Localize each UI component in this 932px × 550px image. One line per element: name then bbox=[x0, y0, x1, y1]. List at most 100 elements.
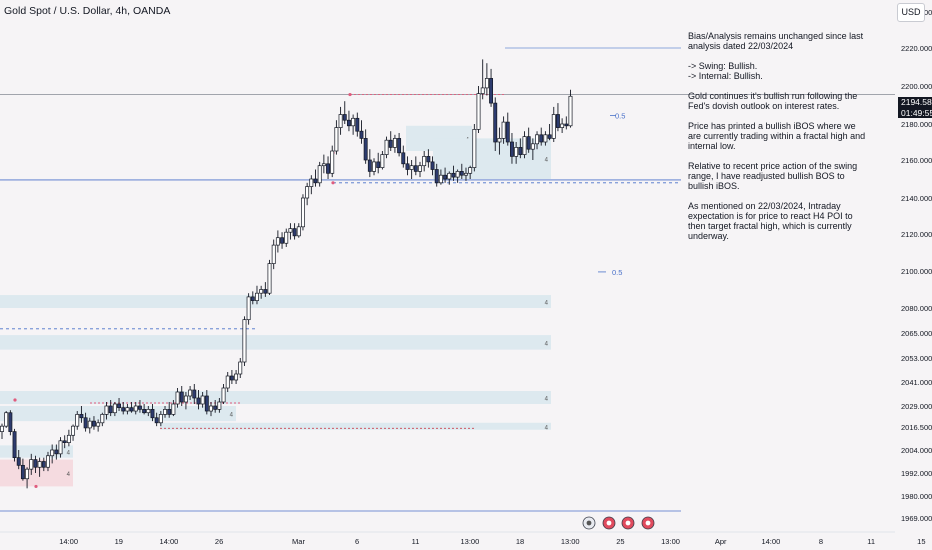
candle bbox=[29, 453, 34, 475]
candle bbox=[543, 131, 548, 146]
candle bbox=[438, 169, 443, 185]
candle-body bbox=[4, 412, 9, 427]
candle-body bbox=[434, 169, 439, 184]
time-axis[interactable]: 14:00 19 14:00 26 Mar 6 11 13:00 18 13:00 25 13:00 A… bbox=[0, 516, 932, 546]
candle-body bbox=[493, 102, 498, 143]
candle-body bbox=[334, 127, 339, 152]
candle-body bbox=[275, 237, 280, 246]
poi-zone bbox=[0, 391, 551, 404]
candle-body bbox=[505, 121, 510, 143]
candle bbox=[459, 163, 464, 179]
candle-body bbox=[401, 152, 406, 165]
candle-body bbox=[543, 134, 548, 143]
bar-countdown: 01:49:55 bbox=[901, 107, 932, 118]
economic-event-icon[interactable] bbox=[602, 516, 616, 530]
candle-body bbox=[121, 407, 126, 412]
candle-body bbox=[568, 95, 573, 127]
candle bbox=[539, 127, 544, 146]
candle-body bbox=[309, 178, 314, 187]
poi-zones: 444444444 bbox=[0, 125, 551, 487]
candle-body bbox=[87, 420, 92, 429]
candle-body bbox=[250, 296, 255, 301]
candle-body bbox=[535, 134, 539, 145]
candle-body bbox=[255, 292, 259, 301]
candle bbox=[434, 163, 439, 187]
candle bbox=[129, 402, 134, 413]
candle-body bbox=[112, 403, 117, 414]
candle bbox=[267, 259, 272, 296]
candle bbox=[4, 411, 9, 428]
candle bbox=[422, 151, 427, 172]
note-fed: Gold continues it's bullish run followin… bbox=[688, 91, 858, 111]
zone-label: 4 bbox=[67, 451, 71, 457]
candle-body bbox=[455, 171, 460, 178]
candle bbox=[296, 223, 301, 238]
economic-event-icon[interactable] bbox=[621, 516, 635, 530]
candle bbox=[158, 411, 163, 427]
candle-body bbox=[376, 161, 381, 168]
candle-body bbox=[372, 161, 376, 172]
event-icon-center bbox=[586, 520, 592, 526]
candle-body bbox=[171, 403, 176, 415]
candle-body bbox=[167, 409, 172, 415]
candle bbox=[455, 169, 460, 183]
event-icon-center bbox=[645, 520, 651, 526]
candle-body bbox=[75, 414, 80, 427]
candle-body bbox=[142, 409, 147, 414]
candle-body bbox=[225, 375, 230, 389]
candle-body bbox=[79, 414, 84, 419]
candle bbox=[234, 370, 239, 384]
candle bbox=[501, 116, 506, 144]
candle bbox=[16, 450, 21, 470]
candle bbox=[372, 158, 376, 176]
candle-body bbox=[0, 425, 4, 432]
candle-body bbox=[92, 420, 96, 427]
time-tick-label: 14:00 bbox=[59, 537, 78, 546]
economic-event-icon[interactable] bbox=[582, 516, 596, 530]
marker-dot bbox=[13, 398, 17, 402]
poi-zone bbox=[0, 335, 551, 350]
candle-body bbox=[397, 138, 402, 154]
candle bbox=[8, 410, 13, 436]
price-axis-bg bbox=[895, 0, 932, 550]
candle-body bbox=[96, 422, 101, 427]
candle-body bbox=[150, 409, 155, 419]
analysis-notes: Bias/Analysis remains unchanged since la… bbox=[688, 31, 870, 251]
candle bbox=[54, 444, 59, 460]
candle-body bbox=[271, 244, 276, 264]
candle bbox=[221, 384, 226, 404]
candle-body bbox=[175, 391, 180, 405]
candle bbox=[309, 175, 314, 195]
price-tick-label: 2100.000 bbox=[901, 267, 932, 276]
candle-body bbox=[263, 289, 268, 294]
candle bbox=[305, 182, 310, 206]
time-tick-label: 14:00 bbox=[761, 537, 780, 546]
candle-body bbox=[489, 78, 494, 104]
time-tick-label: Mar bbox=[292, 537, 305, 546]
currency-button[interactable]: USD bbox=[897, 3, 925, 22]
candle bbox=[430, 156, 435, 176]
candle-body bbox=[16, 457, 21, 466]
candle-body bbox=[464, 172, 468, 176]
candle-body bbox=[246, 296, 251, 321]
candle-body bbox=[388, 139, 393, 148]
candle bbox=[468, 165, 473, 179]
price-axis[interactable]: 2240.0002220.0002200.0002180.0002160.000… bbox=[895, 0, 932, 550]
candle bbox=[154, 412, 159, 427]
candle bbox=[179, 386, 184, 406]
candle-body bbox=[66, 434, 71, 443]
candle bbox=[238, 358, 243, 378]
candle bbox=[530, 138, 535, 160]
economic-event-icon[interactable] bbox=[641, 516, 655, 530]
candle bbox=[75, 411, 80, 430]
candle bbox=[288, 223, 293, 240]
candle bbox=[359, 120, 364, 144]
candle-body bbox=[468, 167, 473, 174]
candle-body bbox=[104, 405, 109, 415]
candle-body bbox=[117, 403, 121, 409]
note-expectation: As mentioned on 22/03/2024, Intraday exp… bbox=[688, 201, 853, 241]
candle bbox=[405, 156, 410, 176]
candle bbox=[137, 400, 142, 413]
candle-body bbox=[267, 263, 272, 294]
